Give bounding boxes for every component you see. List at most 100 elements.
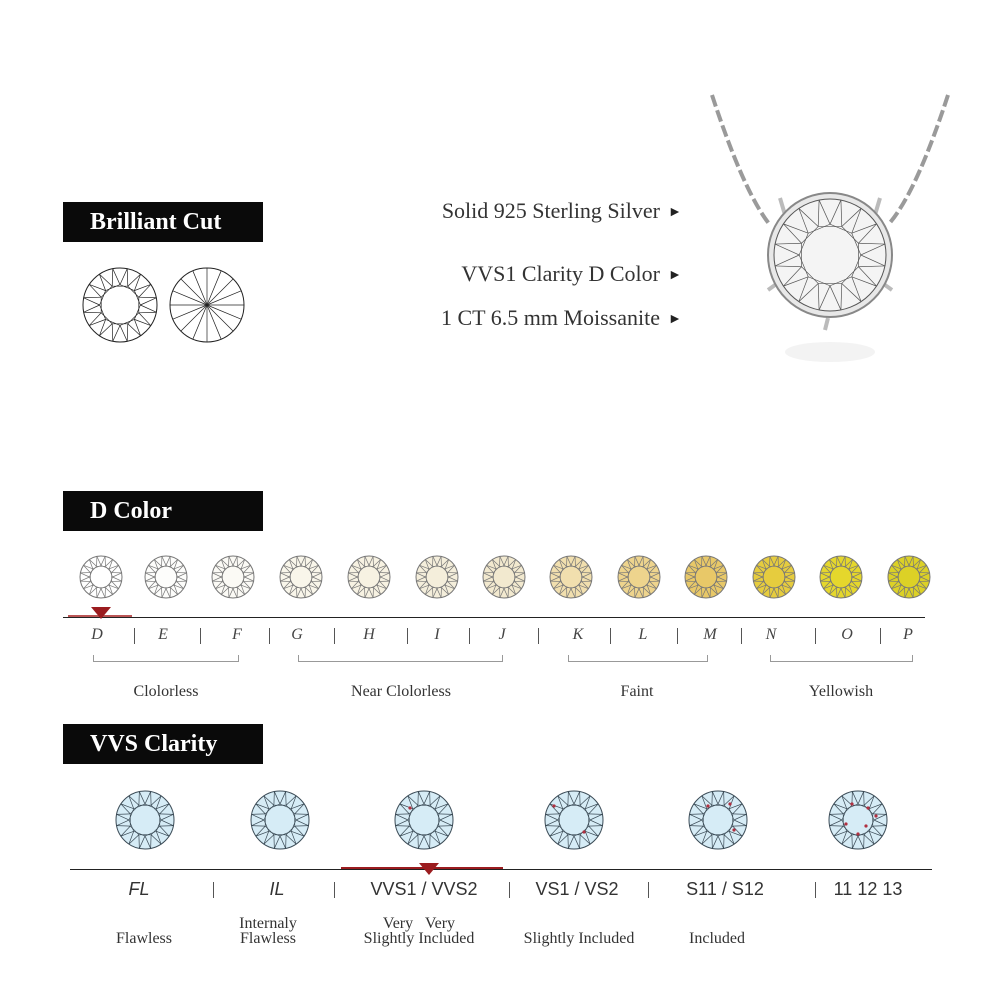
brilliant-cut-diagrams [82,267,245,343]
inclusion-dot [408,806,412,810]
group-colorless: Clolorless [133,683,199,700]
clarity-grade-vvs: VVS1 / VVS2 [370,879,478,899]
separator [134,628,135,644]
inclusion-dot [552,804,556,808]
color-grade-l: L [638,626,648,643]
separator [815,882,816,898]
color-scale-line [63,617,925,618]
diamond-bottom-view-icon [169,267,245,343]
arrow-icon: ► [668,205,682,220]
separator [610,628,611,644]
color-grade-n: N [765,626,777,643]
selected-range [341,867,503,869]
color-grade-j: J [498,626,506,643]
inclusion-dot [864,824,868,828]
clarity-stone-1 [250,790,310,850]
group-near-colorless: Near Clolorless [351,683,451,700]
clarity-title: VVS Clarity [63,724,263,764]
spec-silver: Solid 925 Sterling Silver [441,198,660,223]
clarity-stone-0 [115,790,175,850]
color-stone-i [415,555,459,599]
separator [741,628,742,644]
separator [200,628,201,644]
clarity-grade-il: IL [269,879,285,899]
clarity-grade-si: S11 / S12 [686,879,764,899]
diamond-bottom-view-icon [169,267,245,343]
color-grade-h: H [363,626,375,643]
spec-clarity-color: VVS1 Clarity D Color [461,261,660,286]
selected-marker-icon [91,607,111,619]
separator [677,628,678,644]
separator [334,882,335,898]
color-stone-n [752,555,796,599]
necklace-image [710,94,950,362]
color-stone-l [617,555,661,599]
separator [269,628,270,644]
inclusion-dot [728,802,732,806]
diamond-top-view-icon [82,267,158,343]
inclusion-dot [706,804,710,808]
color-grade-i: I [434,626,440,643]
color-grade-p: P [903,626,913,643]
clarity-stone-2 [394,790,454,850]
separator [213,882,214,898]
clarity-scale-line [70,869,932,870]
color-stone-p [887,555,931,599]
clarity-desc-slightly-included: Slightly Included [523,930,635,947]
inclusion-dot [866,806,870,810]
moissanite-stone [773,198,887,312]
bracket-colorless [93,655,239,662]
selected-marker-icon [419,863,439,875]
color-stone-m [684,555,728,599]
color-stones [79,555,931,599]
group-yellowish: Yellowish [808,683,874,700]
inclusion-dot [732,828,736,832]
separator [648,882,649,898]
inclusion-dot [856,832,860,836]
color-grade-m: M [703,626,717,643]
clarity-grade-vs: VS1 / VS2 [535,879,619,899]
color-stone-o [819,555,863,599]
clarity-desc-flawless: Flawless [116,930,172,947]
separator [880,628,881,644]
color-grade-g: G [291,626,303,643]
color-stone-f [211,555,255,599]
separator [407,628,408,644]
clarity-stones [115,790,888,850]
clarity-desc-included: Included [689,930,745,947]
color-grade-f: F [232,626,242,643]
clarity-grade-i: 11 12 13 [833,879,903,899]
arrow-icon: ► [668,312,682,327]
clarity-stone-5 [828,790,888,850]
clarity-desc-internally-flawless: Internaly Flawless [239,915,297,947]
clarity-stone-3 [544,790,604,850]
bracket-yellowish [770,655,913,662]
group-faint: Faint [620,683,654,700]
clarity-grade-fl: FL [128,879,150,899]
color-stone-k [549,555,593,599]
color-title: D Color [63,491,263,531]
clarity-stone-4 [688,790,748,850]
inclusion-dot [582,830,586,834]
inclusion-dot [844,822,848,826]
separator [469,628,470,644]
inclusion-dot [874,814,878,818]
brilliant-cut-title: Brilliant Cut [63,202,263,242]
arrow-icon: ► [668,268,682,283]
color-grade-d: D [91,626,103,643]
color-stone-h [347,555,391,599]
diamond-top-view-icon [82,267,158,343]
bracket-near-colorless [298,655,503,662]
spec-moissanite: 1 CT 6.5 mm Moissanite [441,305,660,330]
separator [509,882,510,898]
separator [815,628,816,644]
color-stone-d [79,555,123,599]
inclusion-dot [850,802,854,806]
separator [334,628,335,644]
separator [538,628,539,644]
color-grade-k: K [572,626,584,643]
bracket-faint [568,655,708,662]
color-stone-e [144,555,188,599]
color-stone-j [482,555,526,599]
